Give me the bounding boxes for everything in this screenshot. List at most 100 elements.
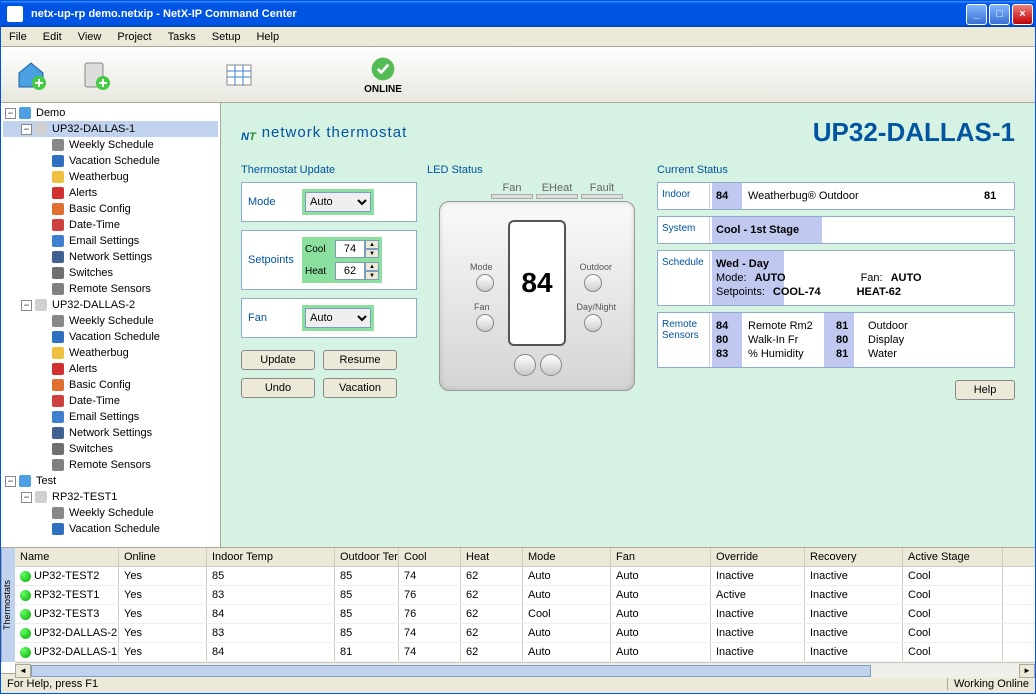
thermo-fan-button[interactable] (476, 314, 494, 332)
grid-vtab[interactable]: Thermostats (1, 548, 15, 662)
heat-setpoint-input[interactable] (335, 262, 365, 280)
grid-column-header[interactable]: Recovery (805, 548, 903, 566)
tree-node[interactable]: Network Settings (3, 425, 218, 441)
tree-node[interactable]: Weatherbug (3, 169, 218, 185)
email-icon (51, 410, 65, 424)
menu-project[interactable]: Project (109, 29, 159, 45)
grid-column-header[interactable]: Online (119, 548, 207, 566)
grid-row[interactable]: UP32-TEST3Yes84857662CoolAutoInactiveIna… (15, 605, 1035, 624)
tree-toggle-icon[interactable]: − (21, 492, 32, 503)
tree-node[interactable]: Weatherbug (3, 345, 218, 361)
tree-node[interactable]: Remote Sensors (3, 457, 218, 473)
device-icon (34, 122, 48, 136)
grid-cell: 74 (399, 643, 461, 661)
tree-node[interactable]: Basic Config (3, 377, 218, 393)
grid-column-header[interactable]: Fan (611, 548, 711, 566)
tree-node[interactable]: Email Settings (3, 409, 218, 425)
device-tree[interactable]: −Demo−UP32-DALLAS-1Weekly ScheduleVacati… (1, 103, 221, 547)
resume-button[interactable]: Resume (323, 350, 397, 370)
menu-edit[interactable]: Edit (35, 29, 70, 45)
add-home-button[interactable] (9, 53, 53, 97)
grid-column-header[interactable]: Active Stage (903, 548, 1003, 566)
tree-toggle-icon[interactable]: − (5, 108, 16, 119)
tree-node[interactable]: −UP32-DALLAS-1 (3, 121, 218, 137)
tree-node[interactable]: −Demo (3, 105, 218, 121)
update-button[interactable]: Update (241, 350, 315, 370)
grid-view-button[interactable] (217, 53, 261, 97)
undo-button[interactable]: Undo (241, 378, 315, 398)
cool-setpoint-input[interactable] (335, 240, 365, 258)
horizontal-scrollbar[interactable]: ◄ ► (15, 662, 1035, 678)
scroll-right-button[interactable]: ► (1019, 664, 1035, 678)
maximize-button[interactable]: □ (989, 4, 1010, 25)
help-button[interactable]: Help (955, 380, 1015, 400)
tree-label: Weekly Schedule (67, 139, 154, 151)
scroll-left-button[interactable]: ◄ (15, 664, 31, 678)
menu-help[interactable]: Help (248, 29, 287, 45)
menu-view[interactable]: View (70, 29, 110, 45)
thermo-down-button[interactable] (514, 354, 536, 376)
tree-node[interactable]: −UP32-DALLAS-2 (3, 297, 218, 313)
tree-node[interactable]: Weekly Schedule (3, 505, 218, 521)
tree-node[interactable]: Vacation Schedule (3, 329, 218, 345)
tree-node[interactable]: Weekly Schedule (3, 137, 218, 153)
menu-file[interactable]: File (1, 29, 35, 45)
tree-node[interactable]: Email Settings (3, 233, 218, 249)
grid-cell: Inactive (805, 643, 903, 661)
tree-toggle-icon[interactable]: − (21, 124, 32, 135)
grid-row[interactable]: UP32-DALLAS-2Yes83857462AutoAutoInactive… (15, 624, 1035, 643)
grid-column-header[interactable]: Heat (461, 548, 523, 566)
thermo-mode-button[interactable] (476, 274, 494, 292)
close-button[interactable]: × (1012, 4, 1033, 25)
cool-down-button[interactable]: ▼ (365, 249, 379, 258)
grid-column-header[interactable]: Cool (399, 548, 461, 566)
tree-node[interactable]: Vacation Schedule (3, 153, 218, 169)
grid-column-header[interactable]: Indoor Temp (207, 548, 335, 566)
grid-cell: 76 (399, 586, 461, 604)
vacation-button[interactable]: Vacation (323, 378, 397, 398)
add-device-button[interactable] (73, 53, 117, 97)
tree-node[interactable]: Alerts (3, 185, 218, 201)
tree-toggle-icon[interactable]: − (5, 476, 16, 487)
tree-node[interactable]: Date-Time (3, 393, 218, 409)
grid-column-header[interactable]: Outdoor Temp (335, 548, 399, 566)
cool-up-button[interactable]: ▲ (365, 240, 379, 249)
thermo-up-button[interactable] (540, 354, 562, 376)
grid-cell: Auto (611, 624, 711, 642)
online-status-button[interactable]: ONLINE (361, 53, 405, 97)
tree-toggle-icon[interactable]: − (21, 300, 32, 311)
tree-node[interactable]: Remote Sensors (3, 281, 218, 297)
grid-cell: 85 (335, 624, 399, 642)
heat-down-button[interactable]: ▼ (365, 271, 379, 280)
grid-row[interactable]: UP32-DALLAS-1Yes84817462AutoAutoInactive… (15, 643, 1035, 662)
heat-up-button[interactable]: ▲ (365, 262, 379, 271)
tree-label: Date-Time (67, 395, 120, 407)
mode-select[interactable]: Auto (305, 192, 371, 212)
tree-node[interactable]: Vacation Schedule (3, 521, 218, 537)
tree-node[interactable]: Switches (3, 265, 218, 281)
tree-node[interactable]: −RP32-TEST1 (3, 489, 218, 505)
tree-node[interactable]: Date-Time (3, 217, 218, 233)
tree-node[interactable]: −Test (3, 473, 218, 489)
tree-node[interactable]: Alerts (3, 361, 218, 377)
tree-node[interactable]: Weekly Schedule (3, 313, 218, 329)
fan-select[interactable]: Auto (305, 308, 371, 328)
grid-row[interactable]: RP32-TEST1Yes83857662AutoAutoActiveInact… (15, 586, 1035, 605)
tree-node[interactable]: Network Settings (3, 249, 218, 265)
menu-setup[interactable]: Setup (204, 29, 249, 45)
grid-row[interactable]: UP32-TEST2Yes85857462AutoAutoInactiveIna… (15, 567, 1035, 586)
thermo-outdoor-button[interactable] (584, 274, 602, 292)
grid-cell: Inactive (805, 586, 903, 604)
thermo-daynight-button[interactable] (584, 314, 602, 332)
menu-tasks[interactable]: Tasks (160, 29, 204, 45)
tree-node[interactable]: Basic Config (3, 201, 218, 217)
tree-label: Alerts (67, 363, 97, 375)
minimize-button[interactable]: _ (966, 4, 987, 25)
grid-body[interactable]: UP32-TEST2Yes85857462AutoAutoInactiveIna… (15, 567, 1035, 662)
alert-icon (51, 362, 65, 376)
grid-column-header[interactable]: Mode (523, 548, 611, 566)
grid-column-header[interactable]: Override (711, 548, 805, 566)
grid-column-header[interactable]: Name (15, 548, 119, 566)
tree-node[interactable]: Switches (3, 441, 218, 457)
date-icon (51, 218, 65, 232)
